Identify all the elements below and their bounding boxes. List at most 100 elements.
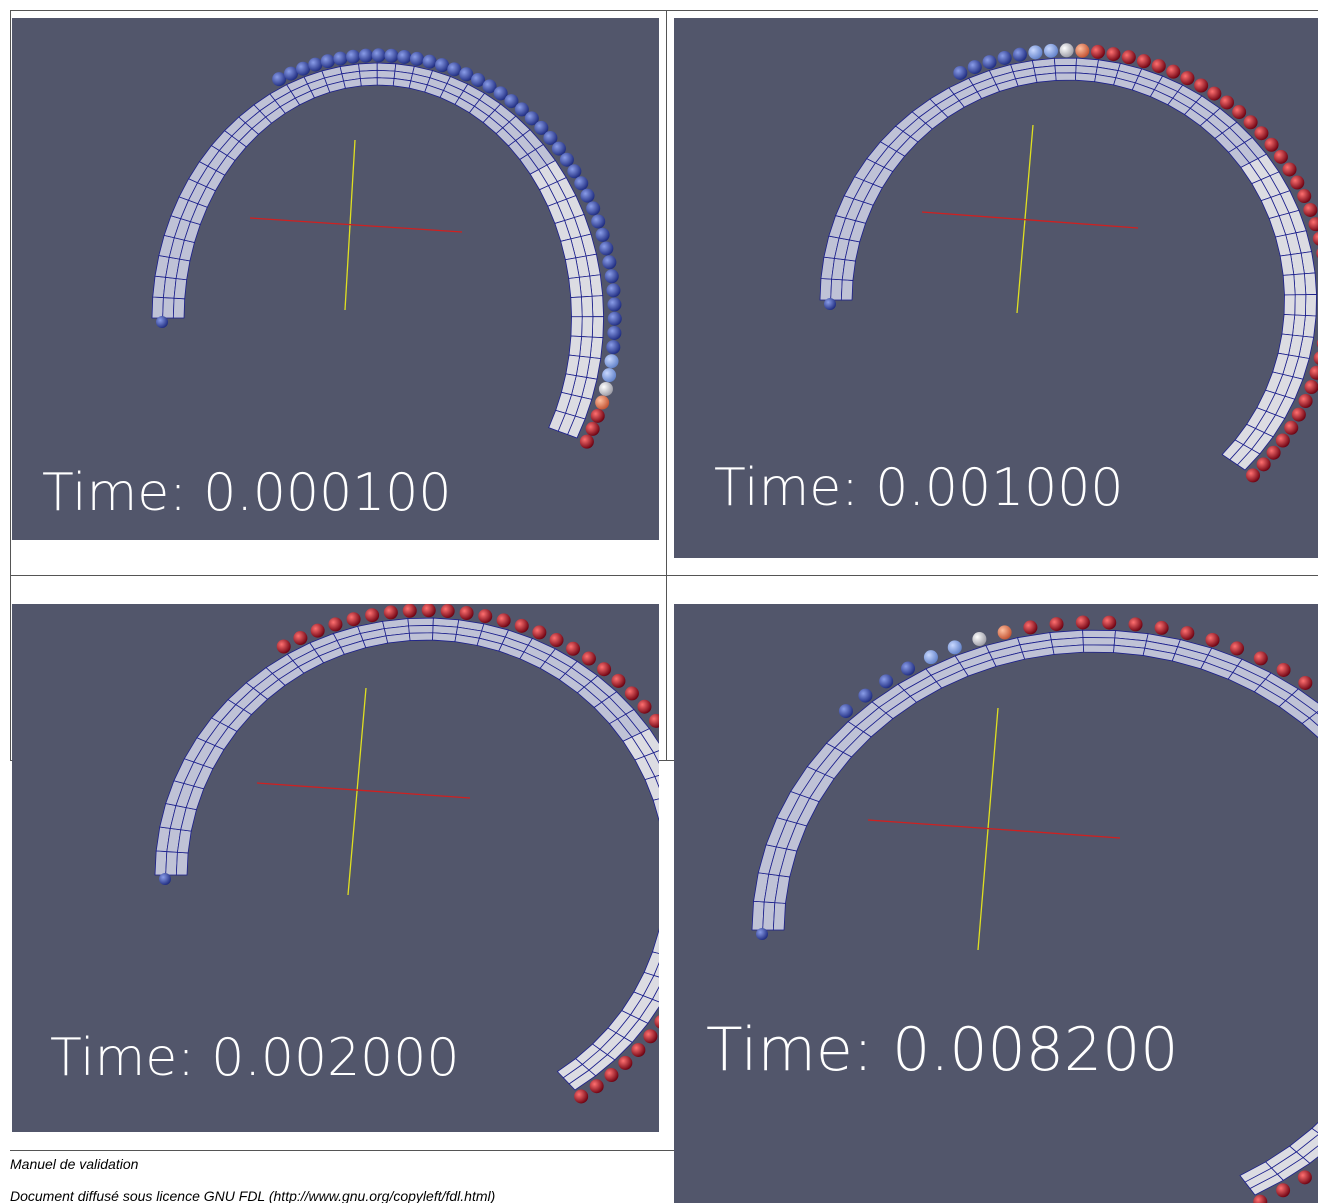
sphere [1308,217,1318,232]
sphere [272,72,287,87]
mesh-cell [432,632,457,643]
mesh-cell [162,297,175,319]
sphere [435,58,450,73]
sphere [1253,1194,1268,1203]
sphere [1254,126,1269,141]
sphere [607,311,622,326]
sphere [514,618,529,633]
sphere [654,1015,659,1029]
sphere [482,79,497,94]
mesh-cell [1303,272,1317,296]
sphere [967,60,982,75]
sphere [1276,662,1291,677]
time-label: Time: 0.002000 [50,1028,459,1088]
sphere [1075,615,1090,630]
sphere [1298,393,1313,408]
sphere [1180,71,1195,86]
mesh-cell [840,279,854,301]
sphere [365,608,380,623]
sphere [1245,468,1260,483]
simulation-render: Time: 0.002000 [12,604,659,1132]
sphere [1106,47,1121,62]
mesh-cell [1239,1161,1273,1183]
mesh-cell [1221,439,1244,461]
sphere [1297,1170,1312,1185]
time-label: Time: 0.008200 [706,1015,1178,1085]
mesh-cell [407,617,434,627]
mesh-cell [591,295,604,318]
sphere [1102,615,1117,630]
axis-x [867,819,1121,839]
sphere [649,713,659,728]
sphere [397,49,412,64]
sphere [543,130,558,145]
sphere [296,61,311,76]
table-border [10,575,1318,576]
sphere [590,408,605,423]
mesh-cell [772,902,786,931]
sphere [838,704,853,719]
sphere [1298,675,1313,690]
sphere [953,65,968,80]
sphere [328,617,343,632]
sphere [551,141,566,156]
mesh-cell [1304,294,1317,317]
mesh-cell [1294,294,1307,316]
sphere [997,50,1012,65]
sphere [1194,78,1209,93]
sphere [574,176,589,191]
sphere [606,340,621,355]
mesh-cell [1283,294,1296,316]
mesh-cell [568,276,582,298]
sphere [1232,105,1247,120]
mesh-cell [376,77,395,87]
mesh-cell [830,278,843,301]
sphere [602,368,617,383]
sphere [1275,433,1290,448]
axis-x [249,217,463,233]
table-border [10,10,1318,11]
mesh-cell [581,316,594,338]
mesh-cell [1053,57,1077,67]
sphere [459,67,474,82]
axis-y [347,687,367,896]
sphere [1276,1183,1291,1198]
mesh-cell [359,77,378,87]
sphere [611,673,626,688]
sphere [1151,58,1166,73]
sphere [1253,651,1268,666]
mesh-cell [1082,644,1115,653]
sphere [1136,54,1151,69]
sphere [579,434,594,449]
sphere [320,54,335,69]
sphere [604,269,619,284]
sphere [1220,95,1235,110]
mesh-cell [570,316,583,337]
sphere [624,686,639,701]
sphere [1243,115,1258,130]
mesh-cell [1082,629,1116,639]
mesh-cell [1054,65,1077,74]
mesh-cell [172,297,186,319]
sphere [459,605,474,620]
sphere [514,102,529,117]
sphere [156,316,168,328]
mesh-cell [819,278,833,301]
sphere [1282,162,1297,177]
mesh-cell [1055,72,1077,81]
sphere [589,1079,604,1094]
sphere [581,651,596,666]
sphere [923,650,938,665]
sphere [618,1055,633,1070]
axis-x [921,211,1139,229]
footer-rule [10,1150,674,1151]
mesh-cell [1075,72,1097,83]
sphere [1291,407,1306,422]
sphere [597,662,612,677]
sphere [598,381,613,396]
sphere [567,164,582,179]
sphere [824,298,836,310]
mesh-cell [1082,637,1116,646]
mesh-cell [1282,274,1296,296]
sphere [1309,365,1318,380]
